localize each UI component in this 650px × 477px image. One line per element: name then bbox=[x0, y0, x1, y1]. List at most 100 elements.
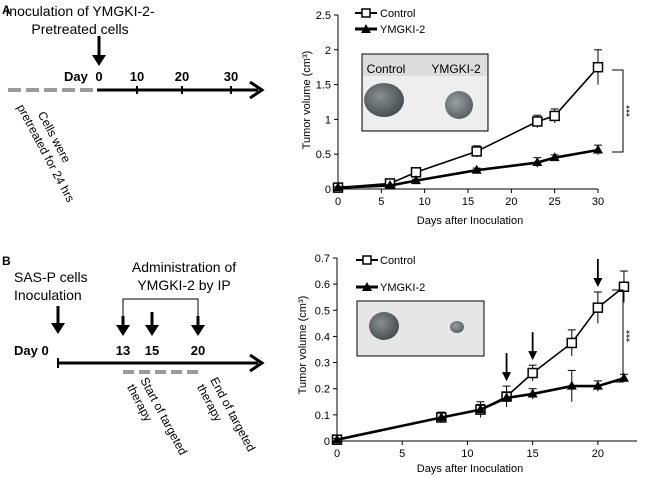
panel-a-pretreat-note: Cells were pretreated for 24 hrs bbox=[14, 102, 77, 205]
panel-a-legend-control: Control bbox=[355, 8, 415, 20]
chartA-series-control-point bbox=[549, 110, 560, 122]
chartB-injection-arrow bbox=[502, 353, 512, 382]
panel-b-dose-arrow-13 bbox=[116, 316, 130, 336]
chartB-x-tick-label: 0 bbox=[334, 448, 340, 460]
panel-b-dose-arrow-20 bbox=[191, 316, 205, 336]
panel-b-timeline bbox=[57, 353, 265, 373]
panel-b-tick-13: 13 bbox=[116, 343, 130, 358]
chartB-series-control-point bbox=[618, 281, 630, 293]
panel-a-inoculation-arrow bbox=[92, 36, 106, 66]
panel-a-tick-20: 20 bbox=[175, 69, 189, 84]
panel-b-tumor-photo bbox=[356, 300, 485, 357]
panel-a-legend-ymgki2-label: YMGKI-2 bbox=[380, 24, 425, 36]
chartB-series-ymgki2-point bbox=[475, 404, 486, 414]
chartA-y-tick-label: 2.5 bbox=[316, 10, 331, 22]
chartA-y-tick-label: 0.5 bbox=[316, 149, 331, 161]
chartB-y-tick-label: 0.2 bbox=[315, 384, 330, 396]
panel-a-axes: 0 0.5 1 1.5 2 2.5 0 5 10 15 20 25 30 bbox=[316, 10, 604, 208]
panel-a-timeline bbox=[97, 80, 265, 100]
chartA-series-ymgki2-point bbox=[549, 152, 560, 162]
chartB-series-ymgki2-point bbox=[501, 392, 512, 402]
chartA-y-tick-label: 2 bbox=[325, 45, 331, 57]
chartA-series-control-point bbox=[532, 116, 543, 127]
chartA-x-tick-label: 10 bbox=[419, 196, 431, 208]
chartB-series-control-point bbox=[592, 302, 604, 313]
panel-b-y-axis-label: Tumor volume (cm³) bbox=[297, 296, 309, 395]
panel-b-chart: Tumor volume (cm³) Days after Inoculatio… bbox=[297, 253, 637, 475]
panel-b-inoculation-line1: SAS-P cells bbox=[14, 269, 88, 285]
panel-b-dose-arrow-15 bbox=[145, 312, 159, 336]
panel-b-inoculation-arrow bbox=[51, 306, 65, 334]
chartB-series-ymgki2-point bbox=[332, 434, 342, 444]
chartA-x-tick-label: 0 bbox=[335, 196, 341, 208]
panel-a-significance-bracket: *** bbox=[612, 69, 636, 153]
chartA-x-tick-label: 20 bbox=[505, 196, 517, 208]
chartB-series-ymgki2 bbox=[332, 369, 629, 444]
chartA-y-tick-label: 0 bbox=[325, 184, 331, 196]
panel-b-legend-ymgki2-label: YMGKI-2 bbox=[380, 282, 425, 294]
chartB-y-tick-label: 0 bbox=[324, 436, 330, 448]
chartA-series-control-point bbox=[592, 61, 604, 73]
panel-b-label: B bbox=[2, 254, 11, 268]
chartA-series-ymgki2-line bbox=[337, 148, 599, 189]
chartB-x-tick-label: 10 bbox=[461, 448, 473, 460]
chartB-series-control-point bbox=[566, 337, 578, 349]
chartB-injection-arrow bbox=[528, 332, 538, 361]
panel-a-legend-ymgki2: YMGKI-2 bbox=[355, 24, 425, 36]
panel-b-injection-arrows bbox=[502, 258, 603, 382]
panel-b-end-note: End of targeted therapy bbox=[194, 375, 258, 454]
panel-a-title-line2: Pretreated cells bbox=[31, 21, 128, 37]
panel-b-legend-control: Control bbox=[356, 255, 415, 267]
panel-b-inoculation-line2: Inoculation bbox=[14, 287, 82, 303]
chartB-series-ymgki2-point bbox=[436, 411, 447, 421]
chartA-series-ymgki2-point bbox=[532, 157, 543, 167]
chartB-y-tick-label: 0.7 bbox=[315, 253, 330, 265]
chartB-injection-arrow-head bbox=[502, 372, 512, 382]
panel-a-day-label: Day bbox=[64, 69, 89, 84]
panel-b-control-tumor bbox=[369, 312, 399, 340]
chartB-series-control-point bbox=[527, 367, 538, 379]
panel-a-legend: Control YMGKI-2 bbox=[355, 8, 425, 36]
panel-a-tumor-photo: Control YMGKI-2 bbox=[361, 53, 489, 132]
chartA-series-control-point bbox=[471, 146, 482, 157]
chartB-x-tick-label: 5 bbox=[399, 448, 405, 460]
chartB-y-tick-label: 0.3 bbox=[315, 358, 330, 370]
panel-b-legend-ymgki2: YMGKI-2 bbox=[356, 282, 425, 294]
chartB-series-ymgki2-point bbox=[527, 388, 538, 398]
chartA-series-ymgki2-point bbox=[333, 182, 343, 192]
panel-b-series bbox=[331, 270, 630, 445]
chartA-x-tick-label: 5 bbox=[378, 196, 384, 208]
panel-a-y-axis-label: Tumor volume (cm³) bbox=[301, 51, 313, 150]
panel-a-significance: *** bbox=[625, 105, 636, 117]
chartB-injection-arrow-head bbox=[593, 277, 603, 287]
chartA-x-tick-label: 25 bbox=[549, 196, 561, 208]
panel-b-x-axis-label: Days after Inoculation bbox=[417, 463, 523, 475]
panel-b-schematic: B SAS-P cells Inoculation Administration… bbox=[2, 254, 265, 458]
panel-b-significance: *** bbox=[625, 330, 636, 342]
panel-b-tick-15: 15 bbox=[145, 343, 159, 358]
chartB-y-tick-label: 0.5 bbox=[315, 305, 330, 317]
panel-b-admin-line2: YMGKI-2 by IP bbox=[137, 277, 230, 293]
panel-a-tick-30: 30 bbox=[224, 69, 238, 84]
chartB-injection-arrow-head bbox=[528, 351, 538, 361]
chartA-x-tick-label: 15 bbox=[462, 196, 474, 208]
chartA-y-tick-label: 1.5 bbox=[316, 80, 331, 92]
chartA-y-tick-label: 1 bbox=[325, 114, 331, 126]
panel-b-ymgki2-tumor bbox=[450, 321, 464, 333]
panel-a-title-line1: Inoculation of YMGKI-2- bbox=[5, 3, 154, 19]
chartB-series-ymgki2-point bbox=[566, 380, 577, 390]
panel-b-legend: Control YMGKI-2 bbox=[356, 255, 425, 294]
panel-b-legend-control-label: Control bbox=[380, 255, 415, 267]
panel-a-tick-0: 0 bbox=[95, 69, 102, 84]
chartB-y-tick-label: 0.6 bbox=[315, 279, 330, 291]
chartA-x-tick-label: 30 bbox=[592, 196, 604, 208]
panel-a-label: A bbox=[2, 3, 11, 17]
chartB-series-ymgki2-line bbox=[336, 377, 625, 441]
panel-a-ymgki2-tumor bbox=[445, 91, 473, 119]
panel-b-start-note: Start of targeted therapy bbox=[124, 375, 190, 458]
chartA-series-ymgki2 bbox=[333, 144, 603, 192]
panel-b-day-label: Day 0 bbox=[14, 343, 49, 358]
panel-b-admin-line1: Administration of bbox=[132, 259, 236, 275]
chartA-series-ymgki2-point bbox=[471, 164, 482, 174]
